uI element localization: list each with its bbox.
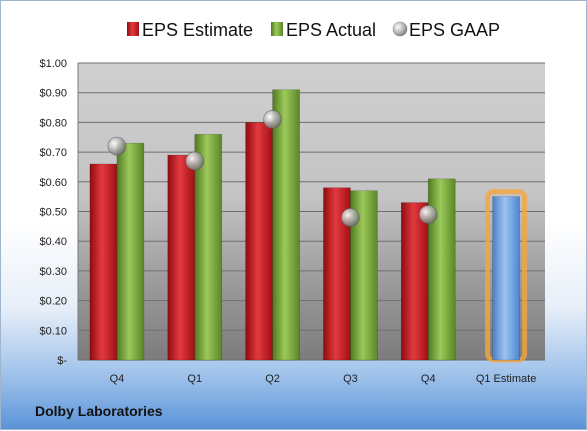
y-axis: $- $0.10 $0.20 $0.30 $0.40 $0.50 $0.60 $0.70 $0.… xyxy=(39,58,79,367)
y-tick-label: $0.60 xyxy=(39,177,67,189)
eps-actual-bar xyxy=(116,142,145,361)
gridlines xyxy=(78,62,545,361)
eps-actual-bar xyxy=(194,133,223,361)
eps-estimate-bar xyxy=(89,163,118,361)
bars xyxy=(89,89,528,363)
legend-swatch xyxy=(271,22,283,36)
legend-label: EPS Estimate xyxy=(142,20,253,40)
y-tick-label: $0.70 xyxy=(39,147,67,159)
x-tick-label: Q4 xyxy=(421,373,436,385)
legend: EPS Estimate EPS Actual EPS GAAP xyxy=(127,20,500,40)
x-tick-label: Q4 xyxy=(110,373,125,385)
y-tick-label: $0.90 xyxy=(39,88,67,100)
y-tick-label: $0.30 xyxy=(39,266,67,278)
x-tick-label: Q1 Estimate xyxy=(476,373,537,385)
eps-gaap-marker xyxy=(341,208,360,227)
legend-swatch xyxy=(127,22,139,36)
eps-estimate-bar xyxy=(400,202,429,361)
y-tick-label: $1.00 xyxy=(39,58,67,70)
legend-label: EPS GAAP xyxy=(409,20,500,40)
y-tick-label: $0.20 xyxy=(39,296,67,308)
gaap-markers xyxy=(107,110,438,227)
eps-gaap-marker xyxy=(185,151,205,171)
y-tick-label: $0.50 xyxy=(39,207,67,219)
x-tick-label: Q2 xyxy=(265,373,280,385)
company-name: Dolby Laboratories xyxy=(35,403,163,419)
eps-gaap-marker xyxy=(263,110,282,129)
legend-swatch xyxy=(392,21,408,37)
y-tick-label: $- xyxy=(57,355,67,367)
x-axis: Q4 Q1 Q2 Q3 Q4 Q1 Estimate xyxy=(110,373,537,385)
y-tick-label: $0.10 xyxy=(39,325,67,337)
eps-gaap-marker xyxy=(418,205,438,224)
x-tick-label: Q1 xyxy=(187,373,202,385)
eps-estimate-bar xyxy=(245,122,273,361)
x-tick-label: Q3 xyxy=(343,373,358,385)
eps-estimate-bar xyxy=(167,154,196,361)
y-tick-label: $0.40 xyxy=(39,236,67,248)
y-tick-label: $0.80 xyxy=(39,117,67,129)
eps-actual-bar xyxy=(272,89,300,361)
q1-estimate-bar xyxy=(492,196,520,361)
eps-gaap-marker xyxy=(107,136,127,156)
legend-label: EPS Actual xyxy=(286,20,376,40)
